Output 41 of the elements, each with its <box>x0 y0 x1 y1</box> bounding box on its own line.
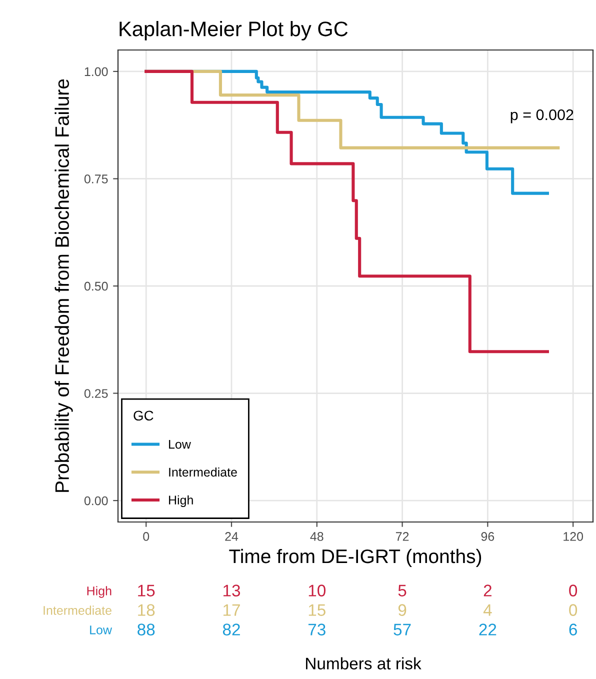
annotation: p = 0.002 <box>510 109 574 124</box>
text: 15 <box>308 604 326 616</box>
chart-title: Kaplan-Meier Plot by GC <box>120 21 348 40</box>
y-tick-label: 0.50 <box>84 282 108 291</box>
y-tick-label: 0.00 <box>84 496 108 506</box>
text: High <box>87 586 112 598</box>
text: 17 <box>224 604 240 616</box>
text: Numbers at risk <box>306 657 422 670</box>
text: 0 <box>569 604 578 616</box>
x-tick-label: 24 <box>225 532 238 541</box>
text: 4 <box>483 604 492 616</box>
text: 6 <box>569 624 577 636</box>
y-tick-label: 0.25 <box>84 389 108 398</box>
x-tick-label: 48 <box>310 532 324 541</box>
x-tick-label: 120 <box>564 532 584 541</box>
text: Low <box>90 626 112 634</box>
legend-label: Intermediate <box>169 467 237 477</box>
legend-title: GC <box>134 410 154 421</box>
x-tick-label: 96 <box>481 532 494 541</box>
text: 2 <box>484 584 492 596</box>
y-axis-title: Probability of Freedom from Biochemical Failure <box>54 79 73 492</box>
y-tick-label: 0.75 <box>84 174 108 184</box>
legend-label: Low <box>169 440 191 449</box>
text: 9 <box>398 604 406 616</box>
text: 57 <box>394 624 411 636</box>
text: 82 <box>222 624 240 636</box>
text: 13 <box>224 584 240 596</box>
text: 5 <box>398 584 406 596</box>
x-axis-title: Time from DE-IGRT (months) <box>229 548 482 568</box>
x-tick-label: 72 <box>396 532 409 541</box>
text: 15 <box>138 584 155 596</box>
text: 18 <box>138 604 155 616</box>
y-tick-label: 1.00 <box>84 67 108 76</box>
legend-label: High <box>169 495 193 507</box>
text: 73 <box>308 624 326 636</box>
text: 0 <box>569 584 578 596</box>
text: 22 <box>479 624 496 636</box>
text: Intermediate <box>44 606 112 615</box>
text: 88 <box>138 624 155 636</box>
text: 10 <box>308 584 326 596</box>
x-tick-label: 0 <box>143 532 150 541</box>
